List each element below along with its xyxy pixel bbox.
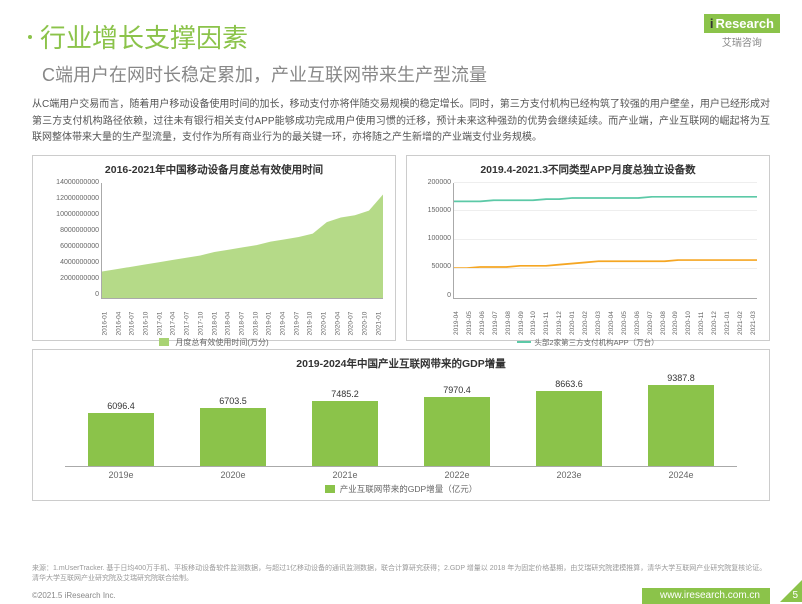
page-title: 行业增长支撑因素	[40, 18, 248, 55]
chart3-title: 2019-2024年中国产业互联网带来的GDP增量	[45, 356, 757, 371]
chart3-xaxis: 2019e2020e2021e2022e2023e2024e	[65, 470, 737, 480]
header: 行业增长支撑因素 iResearch 艾瑞咨询 C端用户在网时长稳定累加，产业互…	[0, 0, 802, 87]
chart2-plot	[453, 183, 757, 299]
logo-subtitle: 艾瑞咨询	[722, 34, 762, 49]
chart1-legend: 月度总有效使用时间(万分)	[41, 337, 387, 348]
chart1-xaxis: 2016-012016-042016-072016-102017-012017-…	[101, 328, 383, 335]
page-number: 5	[792, 590, 798, 601]
chart1-yaxis: 1400000000012000000000100000000008000000…	[41, 179, 99, 299]
chart1-title: 2016-2021年中国移动设备月度总有效使用时间	[41, 162, 387, 177]
footer: 来源：1.mUserTracker. 基于日均400万手机、平板移动设备软件监测…	[0, 562, 802, 602]
chart3-legend-label: 产业互联网带来的GDP增量（亿元）	[340, 483, 477, 495]
legend-swatch-icon	[159, 338, 169, 346]
chart-usage-time: 2016-2021年中国移动设备月度总有效使用时间 14000000000120…	[32, 155, 396, 341]
copyright: ©2021.5 iResearch Inc.	[32, 591, 116, 600]
chart2-title: 2019.4-2021.3不同类型APP月度总独立设备数	[415, 162, 761, 177]
logo-text: Research	[715, 16, 774, 31]
legend-swatch-icon	[325, 485, 335, 493]
chart2-xaxis: 2019-042019-052019-062019-072019-082019-…	[453, 328, 757, 335]
chart1-legend-label: 月度总有效使用时间(万分)	[175, 337, 268, 348]
body-paragraph: 从C端用户交易而言，随着用户移动设备使用时间的加长，移动支付亦将伴随交易规模的稳…	[0, 87, 802, 155]
charts-row: 2016-2021年中国移动设备月度总有效使用时间 14000000000120…	[0, 155, 802, 341]
page-subtitle: C端用户在网时长稳定累加，产业互联网带来生产型流量	[42, 61, 774, 87]
chart3-plot: 6096.46703.57485.27970.48663.69387.8	[65, 377, 737, 467]
chart1-plot	[101, 183, 383, 299]
chart-gdp: 2019-2024年中国产业互联网带来的GDP增量 6096.46703.574…	[32, 349, 770, 501]
footer-url: www.iresearch.com.cn	[642, 588, 770, 604]
chart2-yaxis: 200000150000100000500000	[415, 179, 451, 299]
source-text: 来源：1.mUserTracker. 基于日均400万手机、平板移动设备软件监测…	[0, 562, 802, 586]
chart-devices: 2019.4-2021.3不同类型APP月度总独立设备数 20000015000…	[406, 155, 770, 341]
logo: iResearch 艾瑞咨询	[704, 14, 780, 49]
corner-triangle-icon	[780, 580, 802, 602]
chart3-legend: 产业互联网带来的GDP增量（亿元）	[45, 483, 757, 495]
logo-i: i	[710, 16, 714, 31]
bullet-icon	[28, 35, 32, 39]
